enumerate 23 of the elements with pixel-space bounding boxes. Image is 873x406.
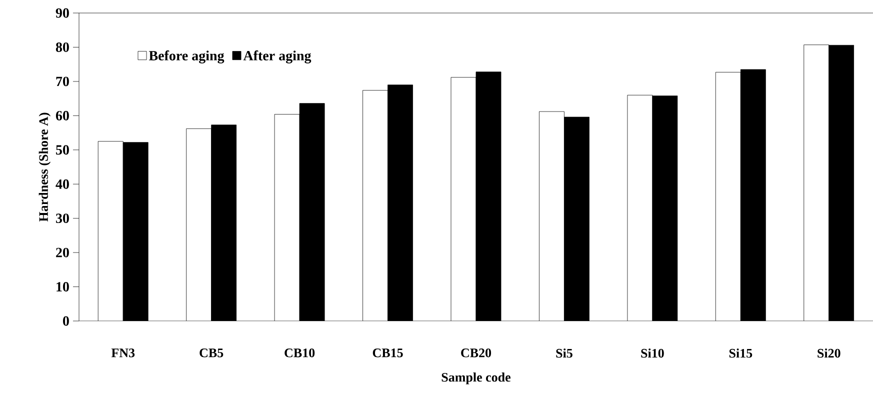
y-tick-label: 20 xyxy=(56,248,69,258)
x-tick-label: CB15 xyxy=(372,348,403,358)
x-tick-label: CB20 xyxy=(461,348,492,358)
y-tick-label: 0 xyxy=(63,316,69,326)
y-tick-label: 50 xyxy=(56,145,69,155)
y-tick-label: 10 xyxy=(56,282,69,292)
y-tick-label: 30 xyxy=(56,214,69,224)
x-tick-label: CB10 xyxy=(284,348,315,358)
y-tick-label: 40 xyxy=(56,179,69,189)
x-tick-label: Si5 xyxy=(556,348,572,358)
x-tick-label: Si20 xyxy=(818,348,840,358)
x-tick-label: FN3 xyxy=(111,348,135,358)
y-tick-label: 80 xyxy=(56,42,69,52)
y-tick-label: 70 xyxy=(56,76,69,86)
legend-label: Before aging xyxy=(148,50,224,64)
x-tick-label: CB5 xyxy=(200,348,224,358)
x-axis-title: Sample code xyxy=(442,372,510,384)
y-tick-label: 60 xyxy=(56,110,69,120)
y-tick-label: 90 xyxy=(56,8,69,18)
x-tick-label: Si15 xyxy=(729,348,752,358)
x-tick-label: Si10 xyxy=(641,348,664,358)
legend-label: After aging xyxy=(243,50,312,64)
y-axis-title: Hardness (Shore A) xyxy=(38,112,51,222)
